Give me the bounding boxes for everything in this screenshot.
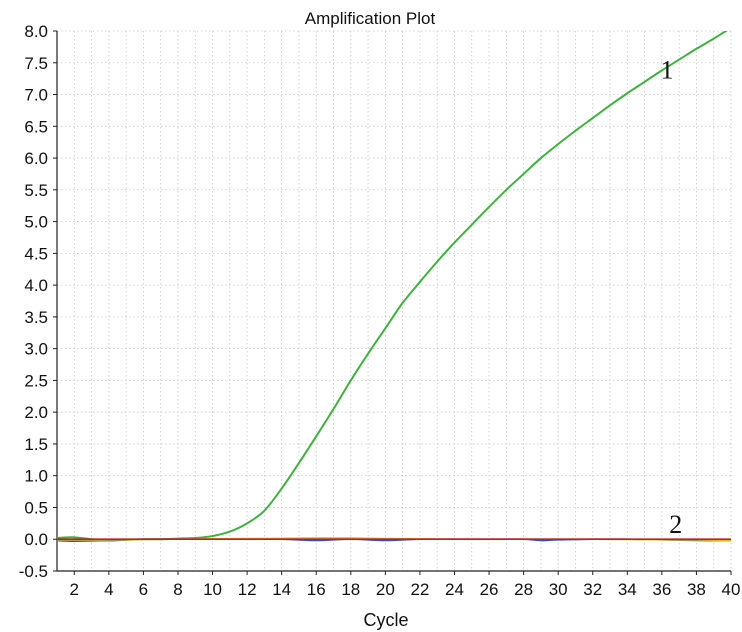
x-tick-label: 12	[238, 580, 257, 599]
y-tick-label: 1.5	[24, 435, 48, 454]
y-tick-label: 8.0	[24, 22, 48, 41]
curve-label-1: 1	[661, 56, 674, 85]
grid-lines	[56, 30, 732, 572]
y-tick-label: 7.0	[24, 86, 48, 105]
y-tick-label: 6.0	[24, 149, 48, 168]
y-tick-label: 6.5	[24, 117, 48, 136]
x-tick-label: 26	[480, 580, 499, 599]
y-tick-label: 2.0	[24, 403, 48, 422]
y-tick-label: 4.0	[24, 276, 48, 295]
curve-label-2: 2	[669, 510, 682, 539]
series-lines	[57, 31, 731, 542]
y-tick-label: 4.5	[24, 244, 48, 263]
y-tick-label: 3.5	[24, 308, 48, 327]
x-tick-label: 8	[173, 580, 182, 599]
x-tick-label: 30	[549, 580, 568, 599]
x-tick-label: 20	[376, 580, 395, 599]
chart-title: Amplification Plot	[305, 9, 436, 28]
x-tick-label: 36	[652, 580, 671, 599]
y-tick-label: 5.5	[24, 181, 48, 200]
curve-annotations: 12	[661, 56, 683, 539]
y-tick-label: -0.5	[19, 562, 48, 581]
y-tick-label: 2.5	[24, 371, 48, 390]
x-tick-label: 18	[341, 580, 360, 599]
x-tick-label: 24	[445, 580, 464, 599]
x-tick-label: 14	[272, 580, 291, 599]
y-tick-label: 3.0	[24, 340, 48, 359]
axes	[56, 31, 731, 572]
y-tick-label: 1.0	[24, 467, 48, 486]
y-axis-ticks: -0.5 0.0 0.5 1.0 1.5 2.0 2.5 3.0 3.5 4.0 4.5 5.0 5.5…	[19, 22, 57, 581]
x-tick-label: 38	[687, 580, 706, 599]
x-tick-label: 16	[307, 580, 326, 599]
x-tick-label: 10	[203, 580, 222, 599]
x-tick-label: 28	[514, 580, 533, 599]
series-line-1	[57, 31, 728, 542]
y-tick-label: 5.0	[24, 213, 48, 232]
y-tick-label: 0.0	[24, 530, 48, 549]
x-tick-label: 2	[70, 580, 79, 599]
x-tick-label: 6	[139, 580, 148, 599]
y-tick-label: 0.5	[24, 498, 48, 517]
x-tick-label: 22	[410, 580, 429, 599]
x-axis-label: Cycle	[363, 610, 408, 630]
x-tick-label: 32	[583, 580, 602, 599]
x-axis-ticks: 2 4 6 8 10 12 14 16 18 20 22 24 26 28 30 32 34 36 38 40	[70, 571, 741, 599]
x-tick-label: 40	[722, 580, 741, 599]
y-tick-label: 7.5	[24, 54, 48, 73]
x-tick-label: 34	[618, 580, 637, 599]
x-tick-label: 4	[104, 580, 113, 599]
